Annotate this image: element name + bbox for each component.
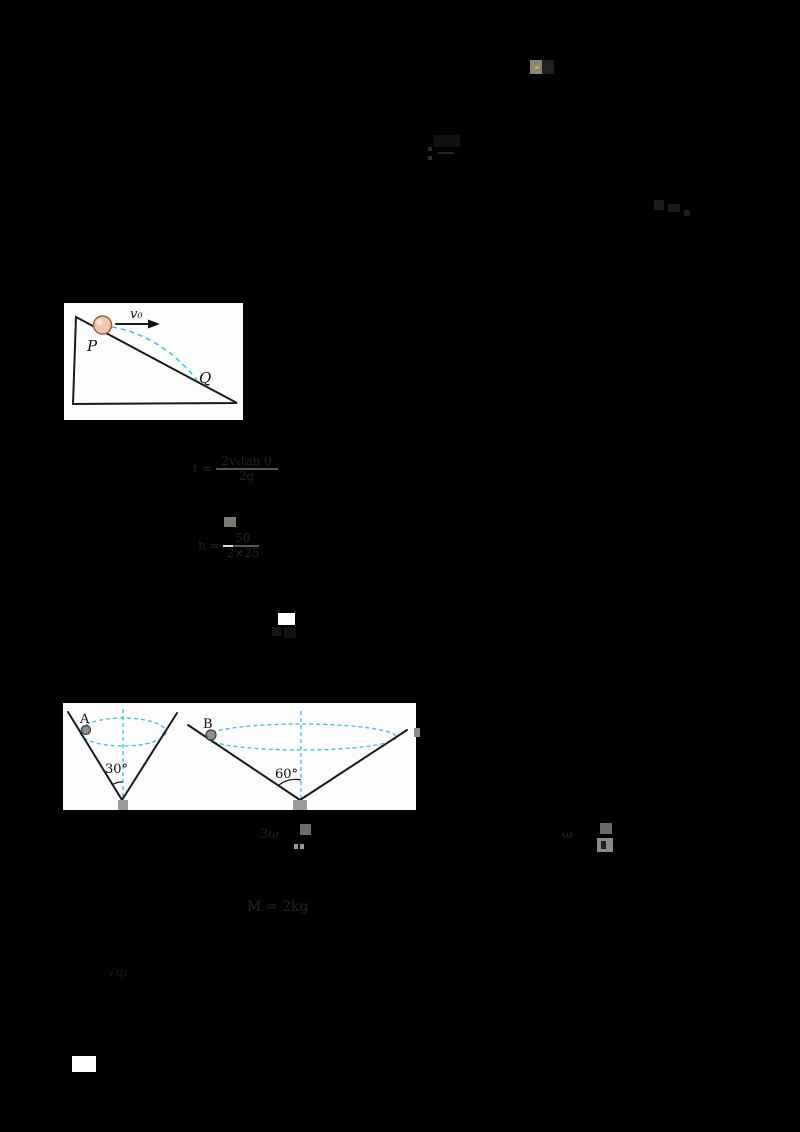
answer-residue-2	[284, 627, 296, 638]
omega-left-gray-chip	[300, 824, 311, 835]
ball	[92, 315, 113, 335]
cone-panel-edge-tab	[414, 728, 420, 737]
eq1-denominator: 2g	[238, 469, 255, 484]
left-cone-angle-arc	[112, 781, 124, 786]
eq2-fraction-bar	[223, 545, 260, 548]
eq1-lhs: t =	[193, 461, 212, 476]
faint-omega-right: ω	[562, 827, 573, 842]
velocity-arrow-head	[148, 319, 160, 329]
faint-omega-left: 3ω	[260, 827, 279, 842]
faint-fragment-2	[652, 196, 696, 224]
eq3-text: M = 2kg	[247, 899, 309, 915]
incline-triangle	[71, 315, 238, 406]
top-marker-dark-chip	[542, 60, 554, 74]
top-marker-dot	[535, 66, 539, 69]
left-cone-stand	[118, 800, 128, 810]
velocity-label: v₀	[130, 307, 143, 322]
left-cone-right-arm	[121, 712, 178, 801]
point-q-label: Q	[199, 369, 211, 387]
bottom-white-box	[72, 1056, 96, 1072]
eq1-fraction-bar	[215, 468, 278, 471]
faint-fragment-1	[424, 133, 464, 169]
left-cone-left-arm	[67, 711, 123, 801]
projectile-trajectory	[111, 326, 198, 381]
eq2-lhs: h =	[198, 538, 220, 553]
figure-incline-panel: v₀ P Q	[64, 303, 243, 420]
eq2-denominator: 2×25	[226, 546, 260, 561]
cones-figure: A 30° B 60°	[67, 709, 408, 810]
omega-left-sub-mark-2	[300, 844, 304, 849]
eq1-numerator: 2v₀tan θ	[221, 454, 272, 468]
right-cone-left-arm	[187, 724, 301, 801]
right-angle-label: 60°	[275, 767, 298, 782]
eq2-numerator: 50	[235, 531, 251, 545]
eq2-fraction: 50 2×25	[223, 531, 262, 561]
faint-equation-2: h = 50 2×25	[198, 531, 262, 561]
omega-right-gray-chip-top	[600, 823, 612, 834]
answer-residue-1	[272, 627, 281, 636]
point-a-label: A	[79, 712, 90, 727]
ball-b	[205, 729, 217, 741]
ball-a	[80, 724, 92, 736]
faint-equation-4: √gr	[108, 965, 130, 979]
right-cone-right-arm	[299, 729, 408, 801]
eq1-fraction: 2v₀tan θ 2g	[215, 454, 278, 484]
left-angle-label: 30°	[105, 762, 128, 777]
omega-left-text: 3ω	[260, 827, 279, 842]
point-b-label: B	[203, 717, 213, 732]
incline-figure: v₀ P Q	[71, 307, 238, 406]
answer-highlight-box	[278, 613, 295, 625]
eq2-gray-chip	[224, 517, 236, 527]
omega-right-text: ω	[562, 827, 573, 842]
right-cone-stand	[293, 800, 307, 810]
figure-cones-panel: A 30° B 60°	[63, 703, 416, 810]
faint-equation-1: t = 2v₀tan θ 2g	[193, 454, 278, 484]
right-cone-angle-arc	[277, 778, 302, 787]
omega-right-chip-inner-mark	[601, 841, 606, 849]
point-p-label: P	[86, 337, 98, 355]
faint-equation-3: M = 2kg	[247, 899, 309, 915]
eq4-text: √gr	[108, 965, 130, 979]
omega-left-sub-mark-1	[294, 844, 298, 849]
ball-highlight	[96, 318, 103, 326]
